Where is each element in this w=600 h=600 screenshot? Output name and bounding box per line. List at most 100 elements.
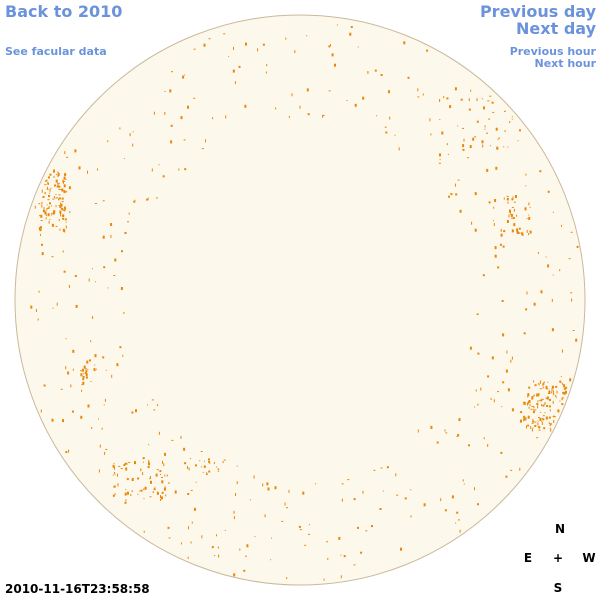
facula xyxy=(525,308,528,311)
facula xyxy=(59,228,61,231)
facula xyxy=(275,107,277,110)
facula xyxy=(407,76,410,79)
facula xyxy=(103,404,105,406)
facula xyxy=(52,198,55,200)
facula xyxy=(180,116,183,120)
facula xyxy=(117,473,118,477)
facula xyxy=(376,115,378,117)
facula xyxy=(53,175,55,178)
facula xyxy=(463,483,465,485)
facula xyxy=(87,170,88,174)
facula xyxy=(34,205,36,209)
facula xyxy=(214,555,216,556)
facula xyxy=(538,425,540,428)
facula xyxy=(38,227,40,230)
facula xyxy=(472,137,475,141)
facula xyxy=(507,201,509,204)
facula xyxy=(48,220,50,224)
facula xyxy=(543,427,546,430)
facula xyxy=(80,370,83,372)
facula xyxy=(47,199,50,201)
facula xyxy=(163,487,166,491)
facula xyxy=(244,104,247,108)
facula xyxy=(52,307,54,309)
facula xyxy=(158,164,160,166)
facula xyxy=(55,197,58,199)
facula xyxy=(182,75,185,79)
facula xyxy=(527,401,529,405)
facula xyxy=(553,420,555,423)
facula xyxy=(357,46,359,48)
facula xyxy=(95,368,97,370)
facula xyxy=(218,554,220,558)
facula xyxy=(40,214,43,218)
facula xyxy=(470,89,472,92)
facula xyxy=(217,471,219,472)
facula xyxy=(170,124,173,127)
facula xyxy=(533,394,535,397)
facula xyxy=(438,162,441,164)
facula xyxy=(547,190,550,193)
facula xyxy=(47,181,49,185)
facula xyxy=(551,385,554,389)
facula xyxy=(205,473,208,475)
facula xyxy=(223,459,226,461)
facula xyxy=(116,363,119,367)
facula xyxy=(510,213,512,215)
back-link[interactable]: Back to 2010 xyxy=(5,2,123,21)
facula xyxy=(486,168,489,172)
facula xyxy=(528,214,530,216)
facula xyxy=(49,219,51,220)
facula xyxy=(134,461,136,465)
facula xyxy=(514,196,517,198)
facula xyxy=(556,390,558,394)
previous-day-link[interactable]: Previous day xyxy=(479,2,596,21)
facula xyxy=(429,118,431,122)
facula xyxy=(166,474,168,477)
facula xyxy=(107,140,109,143)
facula xyxy=(254,536,256,538)
facula xyxy=(503,146,505,148)
facula xyxy=(105,369,107,371)
facula xyxy=(529,230,532,234)
facula xyxy=(457,519,460,521)
facula xyxy=(439,153,441,157)
facula xyxy=(63,184,66,188)
facular-link[interactable]: See facular data xyxy=(5,45,107,58)
facula xyxy=(102,356,105,359)
facula xyxy=(307,113,310,116)
facula xyxy=(97,168,98,171)
facula xyxy=(188,467,190,471)
facula xyxy=(56,302,58,306)
facula xyxy=(162,460,163,464)
facula xyxy=(147,466,150,469)
facula xyxy=(63,176,66,180)
facula xyxy=(159,470,162,473)
facula xyxy=(441,131,444,135)
facula xyxy=(455,522,457,524)
facula xyxy=(222,461,224,464)
previous-hour-link[interactable]: Previous hour xyxy=(509,45,596,58)
facula xyxy=(520,419,522,423)
facula xyxy=(78,166,81,170)
facula xyxy=(125,489,127,490)
facula xyxy=(327,557,329,560)
facula xyxy=(64,229,66,233)
facula xyxy=(190,489,193,491)
facula xyxy=(511,207,514,208)
facula xyxy=(462,479,464,482)
facula xyxy=(253,475,255,479)
facula xyxy=(450,193,453,196)
next-day-link[interactable]: Next day xyxy=(516,19,596,38)
next-hour-link[interactable]: Next hour xyxy=(534,57,597,70)
facula xyxy=(560,375,562,377)
facula xyxy=(534,384,537,387)
facula xyxy=(286,507,289,509)
facula xyxy=(217,546,219,549)
facula xyxy=(543,382,545,385)
facula xyxy=(68,284,70,288)
facula xyxy=(539,400,541,402)
facula xyxy=(304,544,307,546)
facula xyxy=(40,226,42,229)
facula xyxy=(65,221,67,223)
